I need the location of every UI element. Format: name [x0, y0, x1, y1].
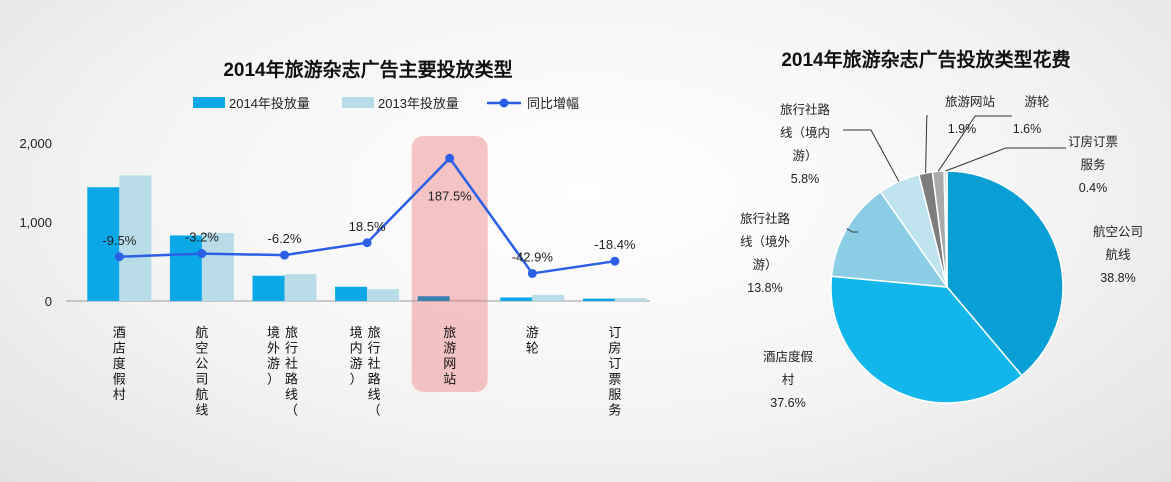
bar: [335, 286, 368, 301]
pie-slice: [946, 170, 1064, 377]
growth-data-label: -6.2%: [268, 231, 302, 246]
growth-point: [280, 250, 289, 260]
pie-label-group: 订房订票服务 0.4%: [945, 134, 1118, 195]
pie-slice-name: 酒店度假村 37.6%: [763, 349, 814, 410]
category-label: 旅行社路线（境内游）: [350, 325, 381, 418]
pie-slice-name: 订房订票服务 0.4%: [1068, 134, 1118, 195]
growth-data-label: 187.5%: [428, 188, 473, 203]
growth-point: [610, 256, 620, 266]
bar-layer: [87, 175, 647, 301]
bar: [449, 299, 482, 301]
bar: [169, 235, 202, 301]
growth-point: [114, 252, 124, 262]
growth-data-label: -9.5%: [102, 233, 136, 248]
bar: [284, 274, 317, 301]
bar: [119, 175, 152, 301]
bar: [252, 275, 285, 301]
legend-swatch: [342, 97, 374, 108]
pie-slice-name: 游轮 1.6%: [1013, 95, 1050, 136]
y-tick-label: 2,000: [19, 136, 52, 151]
bar-chart-legend: 2014年投放量 2013年投放量 同比增幅: [193, 96, 579, 111]
pie-leader-line: [843, 129, 900, 182]
category-label: 游轮: [526, 325, 539, 356]
pie-label-group: 航空公司航线 38.8%: [1093, 224, 1143, 285]
pie-label-group: 酒店度假村 37.6%: [763, 349, 814, 410]
pie-label-group: 旅行社路线（境内游） 5.8%: [780, 102, 900, 186]
pie-leader-line: [945, 147, 1066, 172]
category-label: 旅行社路线（境外游）: [267, 325, 298, 418]
growth-data-label: -18.4%: [594, 237, 636, 252]
growth-line-layer: -9.5% -3.2% -6.2% 18.5% 187.5% -42.9% -18.4%: [102, 153, 636, 278]
pie-label-group: 游轮 1.6%: [937, 95, 1050, 172]
bar: [614, 298, 647, 301]
category-axis: 酒店度假村 航空公司航线 旅行社路线（境外游） 旅行社路线（境内游） 旅游网站 游轮 订房订…: [113, 325, 622, 418]
growth-point: [445, 153, 455, 163]
growth-point: [362, 238, 372, 248]
pie-leader-line: [925, 115, 928, 174]
bar: [87, 187, 120, 301]
category-label: 酒店度假村: [113, 325, 126, 402]
pie-chart-title: 2014年旅游杂志广告投放类型花费: [781, 48, 1070, 71]
bar: [201, 233, 234, 301]
bar: [582, 298, 615, 301]
bar: [367, 289, 400, 301]
legend-label: 2013年投放量: [378, 96, 459, 111]
pie-slice: [830, 275, 1023, 404]
bar-chart-title: 2014年旅游杂志广告主要投放类型: [223, 58, 512, 81]
category-label: 航空公司航线: [195, 325, 208, 418]
legend-swatch: [193, 97, 225, 108]
y-tick-label: 0: [45, 294, 52, 309]
bar: [500, 297, 533, 301]
category-label: 订房订票服务: [608, 325, 621, 418]
pie-chart: 航空公司航线 38.8% 酒店度假村 37.6% 旅行社路线（境外游） 13.8% 旅行社路…: [740, 95, 1143, 410]
pie-slice-name: 旅行社路线（境内游） 5.8%: [780, 102, 831, 186]
growth-point: [197, 249, 207, 259]
legend-label: 同比增幅: [527, 96, 579, 111]
pie-slice-name: 航空公司航线 38.8%: [1093, 224, 1143, 285]
highlight-band-layer: [411, 136, 488, 392]
y-tick-label: 1,000: [19, 215, 52, 230]
legend-marker: [499, 98, 509, 108]
bar: [532, 294, 565, 301]
pie-leader-line: [937, 115, 1012, 172]
pie-label-group: 旅游网站 1.9%: [925, 95, 995, 174]
highlight-band: [411, 136, 488, 392]
growth-point: [527, 268, 537, 278]
growth-data-label: 18.5%: [349, 219, 386, 234]
growth-data-label: -3.2%: [185, 230, 219, 245]
bar: [417, 296, 450, 301]
pie-slice: [943, 170, 948, 288]
pie-slice-name: 旅行社路线（境外游） 13.8%: [740, 211, 791, 295]
growth-data-label: -42.9%: [512, 249, 554, 264]
pie-label-group: 旅行社路线（境外游） 13.8%: [740, 211, 858, 295]
category-label: 旅游网站: [443, 325, 456, 387]
pie-leader-line: [846, 228, 858, 233]
legend-label: 2014年投放量: [229, 96, 310, 111]
